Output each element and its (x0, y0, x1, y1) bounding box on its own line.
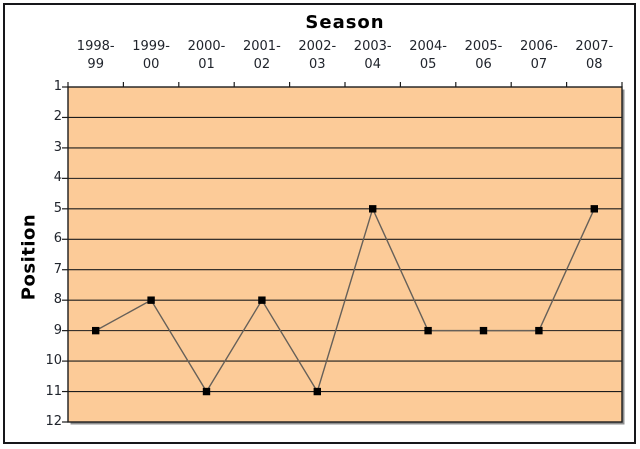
x-tick-label-line1: 2002- (298, 39, 337, 54)
data-point-marker (313, 387, 321, 396)
x-tick-label: 2007- 08 (567, 38, 622, 74)
x-tick-label: 2002- 03 (290, 38, 345, 74)
y-tick-label: 4 (53, 170, 62, 186)
x-tick-label: 2004- 05 (400, 38, 455, 74)
data-point-marker (535, 326, 543, 335)
data-point-marker (479, 326, 488, 335)
x-tick-label-line2: 06 (475, 57, 492, 72)
data-point-marker (202, 387, 211, 396)
plot-area-background (67, 86, 623, 423)
x-tick-label-line2: 04 (364, 57, 381, 72)
y-axis-title: Position (18, 213, 40, 301)
x-tick-label-line1: 2007- (575, 39, 614, 54)
data-point-marker (424, 326, 432, 335)
y-tick-label: 5 (53, 200, 62, 216)
x-tick-label-line2: 03 (309, 57, 326, 72)
x-tick-label-line1: 2005- (464, 39, 503, 54)
x-tick-label-line2: 99 (87, 57, 104, 72)
x-tick-label-line2: 00 (142, 57, 160, 72)
y-tick-label: 8 (53, 292, 62, 308)
x-tick-label-line2: 01 (198, 57, 215, 72)
y-tick-label: 1 (53, 79, 62, 94)
y-tick-label: 2 (53, 109, 62, 125)
y-tick-label: 12 (45, 414, 62, 429)
x-tick-label-line1: 2001- (242, 39, 281, 54)
x-tick-label: 2000- 01 (179, 38, 234, 74)
x-tick-label-line1: 2006- (519, 39, 558, 54)
x-tick-label-line1: 2004- (409, 39, 447, 54)
y-tick-label: 3 (53, 139, 62, 155)
data-point-marker (147, 296, 155, 304)
x-tick-label: 2003- 04 (345, 38, 400, 74)
x-tick-label-line1: 2003- (353, 39, 392, 54)
x-tick-label-line1: 2000- (187, 39, 226, 54)
y-tick-label: 11 (45, 383, 62, 399)
y-tick-label: 6 (53, 231, 62, 247)
x-tick-label-line2: 08 (586, 57, 603, 72)
chart-title: Season (305, 12, 385, 33)
data-point-marker (590, 205, 598, 213)
y-tick-label: 9 (53, 322, 62, 338)
x-tick-label-line1: 1999- (132, 39, 170, 54)
y-tick-label: 10 (45, 353, 62, 369)
series-line (95, 206, 595, 394)
x-tick-label: 1999- 00 (123, 38, 178, 74)
x-tick-label-line1: 1998- (76, 39, 115, 54)
x-tick-label: 2005- 06 (456, 38, 511, 74)
x-tick-label-line2: 07 (530, 57, 548, 72)
x-tick-label: 2006- 07 (511, 38, 566, 74)
y-tick-label: 7 (53, 261, 62, 277)
x-tick-label: 2001- 02 (234, 38, 289, 74)
data-point-marker (92, 326, 100, 335)
data-point-marker (258, 296, 266, 304)
data-point-marker (369, 205, 377, 213)
x-tick-label: 1998- 99 (68, 38, 123, 74)
x-tick-label-line2: 02 (253, 57, 271, 72)
x-tick-label-line2: 05 (419, 57, 437, 72)
